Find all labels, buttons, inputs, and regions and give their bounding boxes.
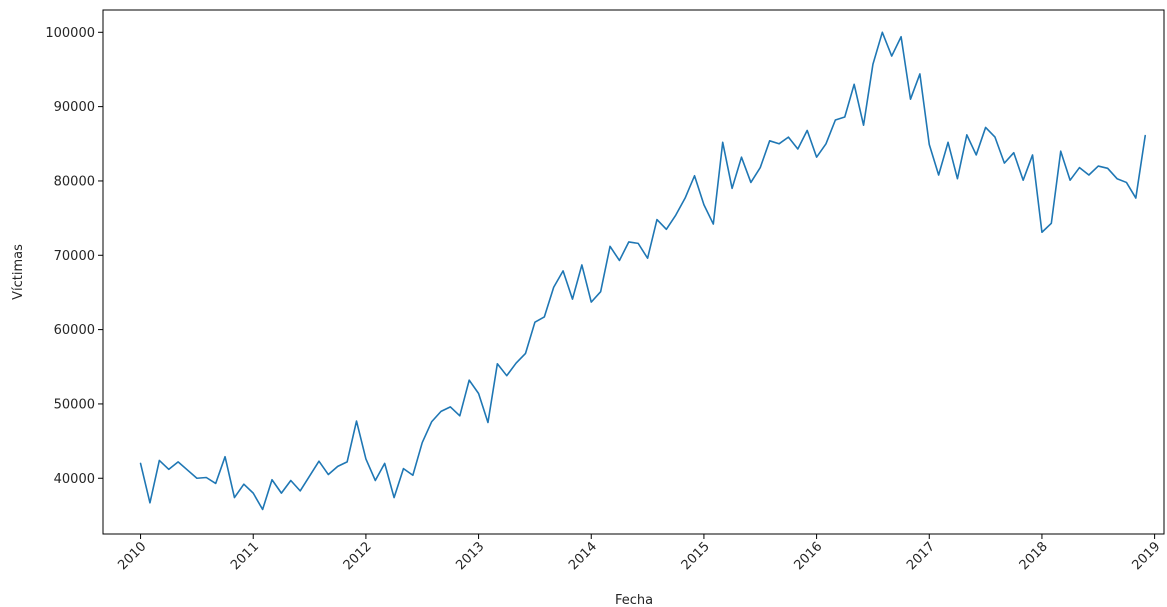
x-axis-title: Fecha — [615, 593, 653, 607]
x-axis: 2010 2011 2012 2013 2014 2015 2016 2017 2018 2019 — [115, 534, 1163, 573]
x-tick-label: 2017 — [904, 539, 938, 573]
x-tick-label: 2011 — [228, 539, 262, 573]
x-tick-label: 2019 — [1129, 539, 1163, 573]
x-tick-label: 2010 — [115, 539, 149, 573]
x-tick-label: 2015 — [679, 539, 713, 573]
y-tick-label: 40000 — [54, 472, 95, 487]
x-tick-label: 2014 — [566, 539, 600, 573]
y-tick-label: 50000 — [54, 397, 95, 412]
y-axis-title: Víctimas — [11, 244, 26, 300]
y-tick-label: 70000 — [54, 249, 95, 264]
y-tick-label: 100000 — [45, 26, 95, 41]
y-tick-label: 90000 — [54, 100, 95, 115]
x-tick-label: 2013 — [453, 539, 487, 573]
y-axis: 40000 50000 60000 70000 80000 90000 100000 — [45, 26, 103, 487]
y-tick-label: 80000 — [54, 174, 95, 189]
x-tick-label: 2018 — [1017, 539, 1051, 573]
x-tick-label: 2012 — [341, 539, 375, 573]
plot-background — [103, 10, 1164, 534]
y-tick-label: 60000 — [54, 323, 95, 338]
x-tick-label: 2016 — [791, 539, 825, 573]
